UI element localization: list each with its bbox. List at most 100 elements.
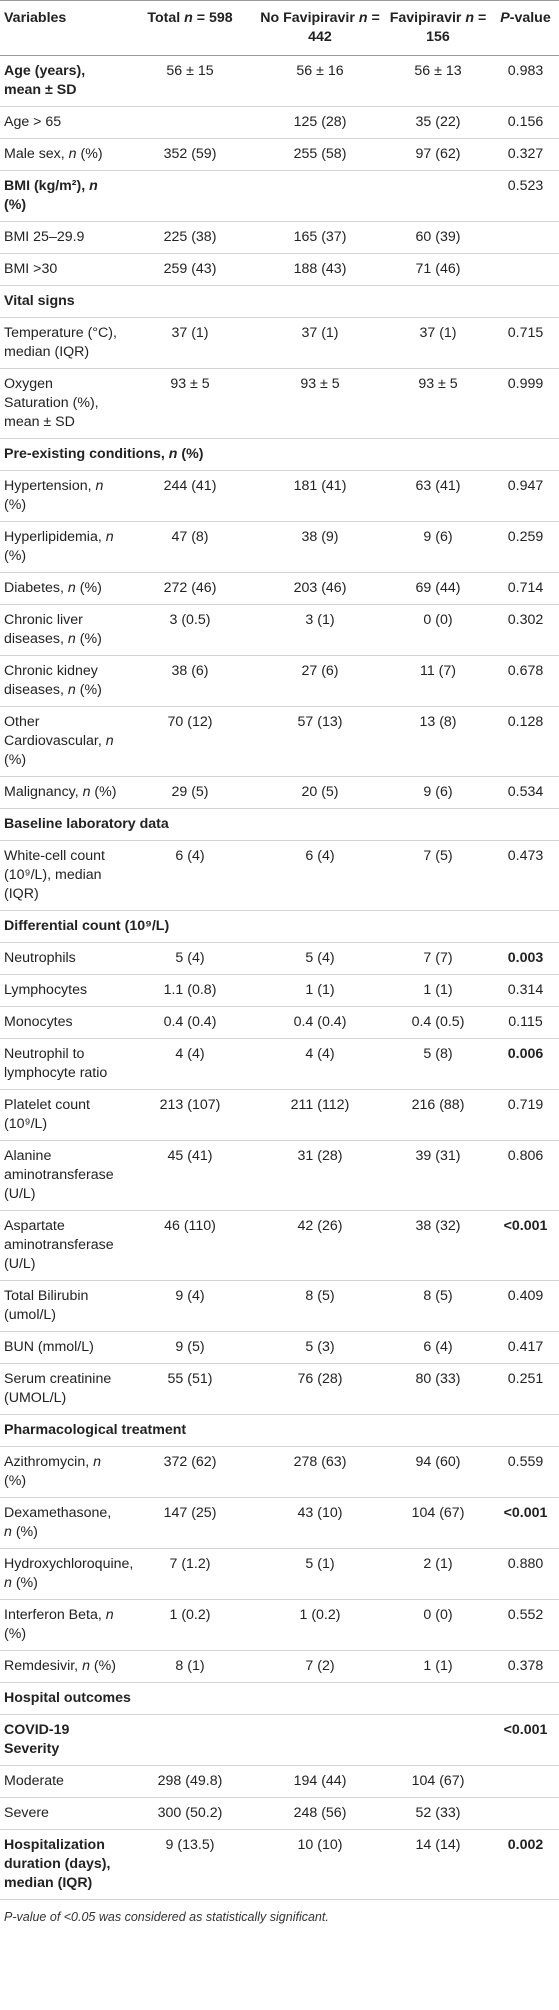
value-cell: 7 (1.2)	[124, 1548, 256, 1600]
table-row: Malignancy, n (%) 29 (5) 20 (5) 9 (6) 0.534	[0, 776, 559, 809]
value-cell: 37 (1)	[384, 317, 492, 369]
row-label: Alanine aminotransferase (U/L)	[0, 1140, 124, 1211]
table-row: Hospital outcomes	[0, 1682, 559, 1715]
value-cell: 45 (41)	[124, 1140, 256, 1211]
row-label: BMI (kg/m²), n (%)	[0, 170, 124, 222]
table-row: Interferon Beta, n (%) 1 (0.2) 1 (0.2) 0 (0…	[0, 1599, 559, 1651]
value-cell: 5 (1)	[256, 1548, 384, 1600]
row-label: Hyperlipidemia, n (%)	[0, 521, 124, 573]
table-row: Monocytes 0.4 (0.4) 0.4 (0.4) 0.4 (0.5) 0.11…	[0, 1006, 559, 1039]
p-value: 0.947	[492, 470, 559, 522]
row-label: Neutrophils	[0, 942, 124, 975]
empty-cell	[124, 106, 256, 139]
value-cell: 56 ± 13	[384, 55, 492, 107]
value-cell: 1 (0.2)	[124, 1599, 256, 1651]
table-row: Remdesivir, n (%) 8 (1) 7 (2) 1 (1) 0.378	[0, 1650, 559, 1683]
row-label: Diabetes, n (%)	[0, 572, 124, 605]
value-cell: 1 (0.2)	[256, 1599, 384, 1651]
table-row: Age (years), mean ± SD 56 ± 15 56 ± 16 56 ±…	[0, 55, 559, 107]
table-row: COVID-19 Severity <0.001	[0, 1714, 559, 1766]
value-cell: 0.4 (0.4)	[124, 1006, 256, 1039]
table-row: Pharmacological treatment	[0, 1414, 559, 1447]
header-cell: Total n = 598	[124, 0, 256, 56]
header-row: Variables Total n = 598 No Favipiravir n =…	[0, 0, 559, 56]
value-cell: 5 (8)	[384, 1038, 492, 1090]
value-cell: 69 (44)	[384, 572, 492, 605]
p-value: 0.314	[492, 974, 559, 1007]
value-cell: 57 (13)	[256, 706, 384, 777]
value-cell: 125 (28)	[256, 106, 384, 139]
empty-cell	[256, 1714, 384, 1766]
value-cell: 46 (110)	[124, 1210, 256, 1281]
value-cell: 216 (88)	[384, 1089, 492, 1141]
row-label: BMI 25–29.9	[0, 221, 124, 254]
table-row: Pre-existing conditions, n (%)	[0, 438, 559, 471]
row-label: Temperature (°C), median (IQR)	[0, 317, 124, 369]
p-value: 0.417	[492, 1331, 559, 1364]
value-cell: 9 (5)	[124, 1331, 256, 1364]
row-label: Baseline laboratory data	[0, 808, 559, 841]
row-label: Hypertension, n (%)	[0, 470, 124, 522]
value-cell: 56 ± 16	[256, 55, 384, 107]
value-cell: 3 (0.5)	[124, 604, 256, 656]
value-cell: 6 (4)	[124, 840, 256, 911]
value-cell: 4 (4)	[124, 1038, 256, 1090]
value-cell: 203 (46)	[256, 572, 384, 605]
value-cell: 1 (1)	[256, 974, 384, 1007]
value-cell: 104 (67)	[384, 1497, 492, 1549]
p-value: 0.678	[492, 655, 559, 707]
table-row: Other Cardiovascular, n (%) 70 (12) 57 (13…	[0, 706, 559, 777]
row-label: Hospital outcomes	[0, 1682, 559, 1715]
empty-cell	[492, 253, 559, 286]
row-label: Chronic liver diseases, n (%)	[0, 604, 124, 656]
table-row: Baseline laboratory data	[0, 808, 559, 841]
row-label: Differential count (10⁹/L)	[0, 910, 559, 943]
value-cell: 9 (6)	[384, 776, 492, 809]
empty-cell	[492, 221, 559, 254]
p-value: <0.001	[492, 1714, 559, 1766]
value-cell: 31 (28)	[256, 1140, 384, 1211]
value-cell: 63 (41)	[384, 470, 492, 522]
value-cell: 1 (1)	[384, 974, 492, 1007]
value-cell: 1 (1)	[384, 1650, 492, 1683]
row-label: White-cell count (10⁹/L), median (IQR)	[0, 840, 124, 911]
table-row: BMI >30 259 (43) 188 (43) 71 (46)	[0, 253, 559, 286]
table-row: Hydroxychloroquine, n (%) 7 (1.2) 5 (1) 2 (…	[0, 1548, 559, 1600]
value-cell: 70 (12)	[124, 706, 256, 777]
value-cell: 76 (28)	[256, 1363, 384, 1415]
value-cell: 7 (2)	[256, 1650, 384, 1683]
p-value: 0.714	[492, 572, 559, 605]
value-cell: 9 (6)	[384, 521, 492, 573]
value-cell: 104 (67)	[384, 1765, 492, 1798]
row-label: Chronic kidney diseases, n (%)	[0, 655, 124, 707]
p-value: 0.002	[492, 1829, 559, 1900]
empty-cell	[492, 1765, 559, 1798]
p-value: 0.715	[492, 317, 559, 369]
value-cell: 0.4 (0.4)	[256, 1006, 384, 1039]
row-label: Neutrophil to lymphocyte ratio	[0, 1038, 124, 1090]
table-row: Neutrophil to lymphocyte ratio 4 (4) 4 (4)…	[0, 1038, 559, 1090]
row-label: Remdesivir, n (%)	[0, 1650, 124, 1683]
value-cell: 272 (46)	[124, 572, 256, 605]
table-row: Chronic liver diseases, n (%) 3 (0.5) 3 (1…	[0, 604, 559, 656]
value-cell: 9 (4)	[124, 1280, 256, 1332]
row-label: Platelet count (10⁹/L)	[0, 1089, 124, 1141]
empty-cell	[384, 170, 492, 222]
value-cell: 38 (9)	[256, 521, 384, 573]
value-cell: 93 ± 5	[124, 368, 256, 439]
value-cell: 0 (0)	[384, 604, 492, 656]
row-label: Age > 65	[0, 106, 124, 139]
row-label: Severe	[0, 1797, 124, 1830]
header-cell: No Favipiravir n = 442	[256, 0, 384, 56]
row-label: Age (years), mean ± SD	[0, 55, 124, 107]
table-row: Diabetes, n (%) 272 (46) 203 (46) 69 (44) 0.…	[0, 572, 559, 605]
value-cell: 352 (59)	[124, 138, 256, 171]
table-row: Male sex, n (%) 352 (59) 255 (58) 97 (62) 0.…	[0, 138, 559, 171]
value-cell: 27 (6)	[256, 655, 384, 707]
value-cell: 188 (43)	[256, 253, 384, 286]
row-label: Total Bilirubin (umol/L)	[0, 1280, 124, 1332]
value-cell: 194 (44)	[256, 1765, 384, 1798]
value-cell: 94 (60)	[384, 1446, 492, 1498]
value-cell: 7 (5)	[384, 840, 492, 911]
value-cell: 9 (13.5)	[124, 1829, 256, 1900]
